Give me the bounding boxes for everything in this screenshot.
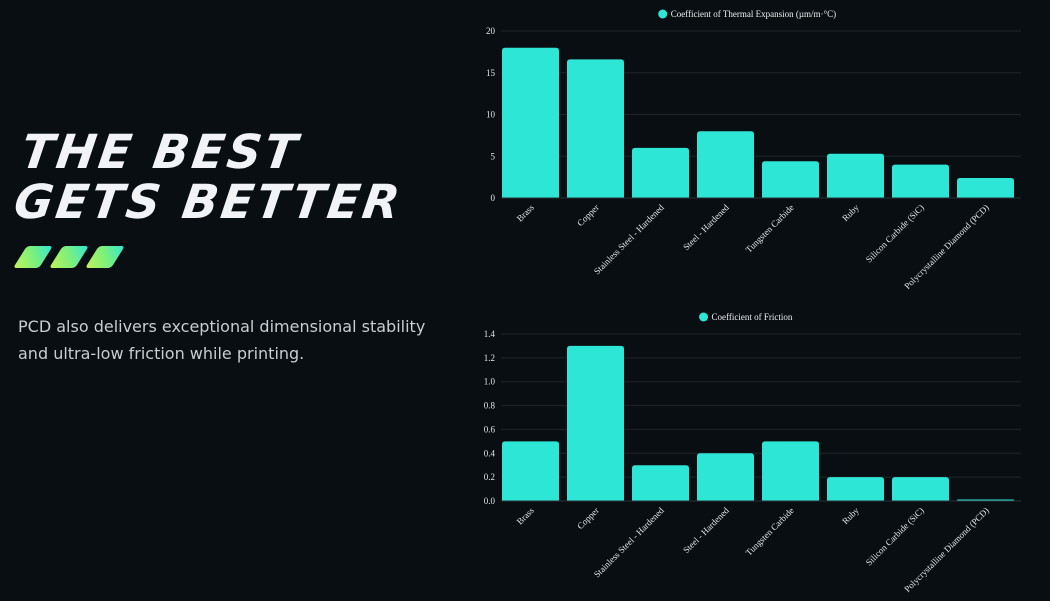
x-category-label: Ruby [840, 505, 861, 526]
slash-icon [85, 246, 125, 268]
y-tick-label: 1.0 [484, 377, 496, 387]
y-tick-label: 0 [491, 193, 496, 203]
bar[interactable] [892, 477, 949, 501]
hero-section: THE BEST GETS BETTER [11, 125, 458, 268]
x-category-label: Brass [515, 202, 537, 224]
chart-legend: Coefficient of Friction [699, 312, 793, 322]
headline-line-1: THE BEST [17, 125, 304, 180]
y-tick-label: 15 [486, 68, 496, 78]
legend-label: Coefficient of Friction [712, 312, 793, 322]
friction-chart: Coefficient of Friction 0.0 0.2 0.4 0.6 0.8 1.… [470, 300, 1050, 601]
bar[interactable] [502, 441, 559, 501]
legend-dot-icon [658, 9, 668, 19]
y-tick-label: 0.2 [484, 472, 495, 482]
x-category-label: Steel - Hardened [681, 202, 731, 252]
x-category-label: Ruby [840, 202, 861, 223]
slash-icon [49, 246, 89, 268]
bar[interactable] [567, 59, 624, 198]
legend-label: Coefficient of Thermal Expansion (µm/m·°… [671, 9, 836, 19]
y-tick-label: 0.4 [484, 448, 496, 458]
x-category-label: Brass [515, 505, 537, 527]
thermal-expansion-chart: Coefficient of Thermal Expansion (µm/m·°… [470, 0, 1050, 300]
bar[interactable] [892, 164, 949, 198]
y-tick-label: 10 [486, 110, 496, 120]
page-headline: THE BEST GETS BETTER [10, 125, 465, 230]
x-category-label: Tungsten Carbide [744, 202, 796, 254]
bar[interactable] [957, 177, 1014, 198]
x-category-label: Steel - Hardened [681, 505, 731, 555]
bar[interactable] [762, 161, 819, 198]
decorative-slashes [13, 246, 458, 268]
chart-legend: Coefficient of Thermal Expansion (µm/m·°… [658, 9, 836, 19]
y-tick-label: 0.8 [484, 401, 496, 411]
bar[interactable] [697, 453, 754, 501]
x-category-label: Copper [575, 505, 601, 531]
bar[interactable] [762, 441, 819, 501]
bar[interactable] [632, 465, 689, 501]
y-tick-label: 20 [486, 26, 496, 36]
bar[interactable] [697, 131, 754, 198]
slash-icon [13, 246, 53, 268]
y-tick-label: 1.4 [484, 329, 496, 339]
friction-chart-svg: Coefficient of Friction 0.0 0.2 0.4 0.6 0.8 1.… [484, 312, 1021, 594]
x-category-label: Tungsten Carbide [744, 505, 796, 557]
x-category-label: Copper [575, 202, 601, 228]
bar[interactable] [827, 477, 884, 501]
bar[interactable] [827, 153, 884, 198]
description-text: PCD also delivers exceptional dimensiona… [18, 317, 426, 363]
x-category-label: Stainless Steel - Hardened [592, 505, 666, 579]
x-category-label: Stainless Steel - Hardened [592, 202, 666, 276]
legend-dot-icon [699, 312, 709, 322]
headline-line-2: GETS BETTER [10, 175, 406, 230]
y-tick-label: 0.0 [484, 496, 496, 506]
y-tick-label: 5 [491, 151, 496, 161]
x-category-label: Silicon Carbide (SiC) [864, 505, 926, 567]
y-tick-label: 1.2 [484, 353, 495, 363]
bar[interactable] [632, 147, 689, 198]
y-tick-label: 0.6 [484, 424, 496, 434]
bar[interactable] [502, 47, 559, 199]
bar[interactable] [567, 345, 624, 501]
thermal-expansion-chart-svg: Coefficient of Thermal Expansion (µm/m·°… [486, 9, 1021, 291]
x-category-label: Silicon Carbide (SiC) [864, 202, 926, 264]
